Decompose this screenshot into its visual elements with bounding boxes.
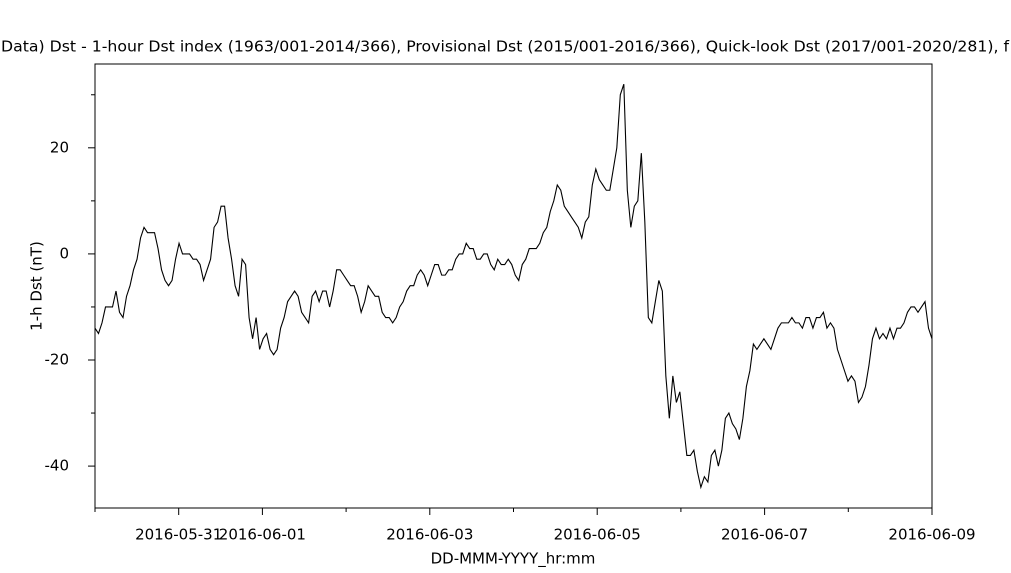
x-tick-label: 2016-06-07 <box>721 526 808 544</box>
y-tick-label: -20 <box>45 351 70 369</box>
y-tick-label: 20 <box>50 138 69 156</box>
y-axis-label: 1-h Dst (nT) <box>28 241 46 331</box>
x-tick-label: 2016-05-31 <box>135 526 222 544</box>
x-tick-label: 2016-06-09 <box>888 526 975 544</box>
x-tick-label: 2016-06-05 <box>554 526 641 544</box>
x-tick-label: 2016-06-03 <box>386 526 473 544</box>
y-tick-label: -40 <box>45 457 70 475</box>
y-tick-label: 0 <box>59 244 69 262</box>
plot-frame <box>94 63 933 509</box>
x-axis-label: DD-MMM-YYYY_hr:mm <box>431 550 596 569</box>
x-tick-label: 2016-06-01 <box>219 526 306 544</box>
chart-title: Data) Dst - 1-hour Dst index (1963/001-2… <box>1 38 1010 56</box>
data-line <box>94 83 933 490</box>
